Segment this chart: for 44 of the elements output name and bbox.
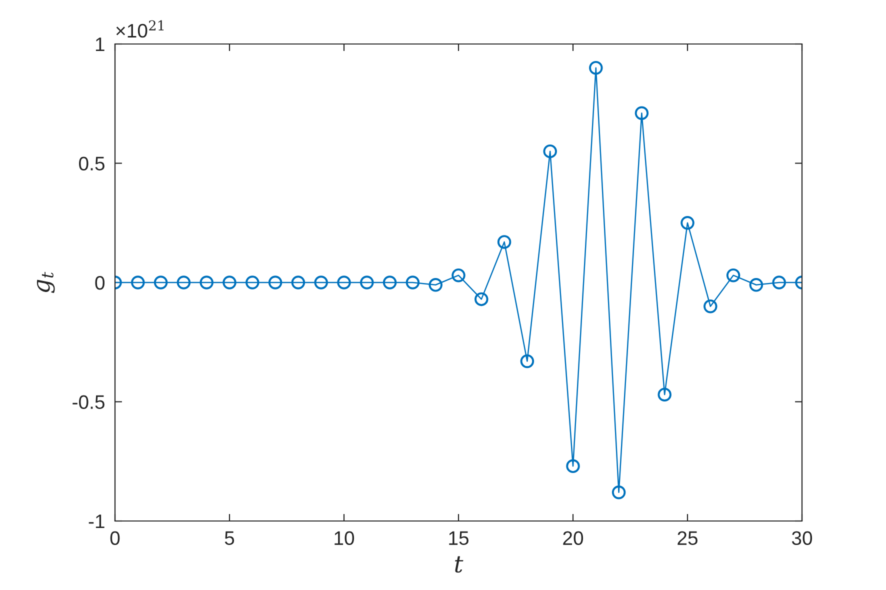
point	[246, 276, 260, 290]
point	[772, 276, 786, 290]
point	[704, 299, 718, 314]
point	[154, 276, 168, 290]
y-tick-label: 1	[96, 38, 104, 52]
y-axis-title: g$_{t}$	[36, 272, 55, 294]
point	[612, 486, 626, 500]
point	[566, 459, 580, 474]
point	[406, 276, 420, 290]
point	[291, 276, 306, 290]
point	[726, 268, 740, 282]
point	[520, 354, 534, 368]
point	[337, 276, 351, 290]
x-tick-label: 15	[449, 531, 468, 546]
point	[497, 235, 512, 249]
point	[268, 276, 282, 290]
point	[314, 276, 328, 290]
y-tick-label: -1	[88, 514, 104, 528]
point	[131, 276, 145, 290]
point	[589, 60, 603, 75]
x-tick-label: 5	[224, 531, 234, 546]
point	[360, 276, 374, 290]
point	[176, 276, 191, 290]
x-tick-label: 20	[563, 531, 584, 546]
x-axis-title: t	[455, 556, 464, 573]
x-tick-label: 25	[678, 531, 698, 546]
point	[749, 278, 764, 292]
y-tick-label: 0	[95, 276, 105, 290]
x-tick-label: 30	[792, 531, 812, 546]
text: ×10$^{21}$	[116, 20, 164, 38]
point	[452, 268, 466, 282]
y-tick-label: -0.5	[72, 395, 104, 409]
point	[222, 276, 236, 290]
point	[382, 276, 397, 290]
y-tick-label: 0.5	[79, 156, 104, 170]
point	[543, 144, 557, 158]
x-tick-label: 0	[110, 531, 120, 546]
point	[680, 216, 694, 230]
point	[474, 292, 488, 306]
point	[200, 276, 214, 290]
x-tick-label: 10	[334, 531, 354, 546]
point	[428, 278, 442, 292]
point	[634, 106, 649, 120]
point	[658, 388, 672, 402]
